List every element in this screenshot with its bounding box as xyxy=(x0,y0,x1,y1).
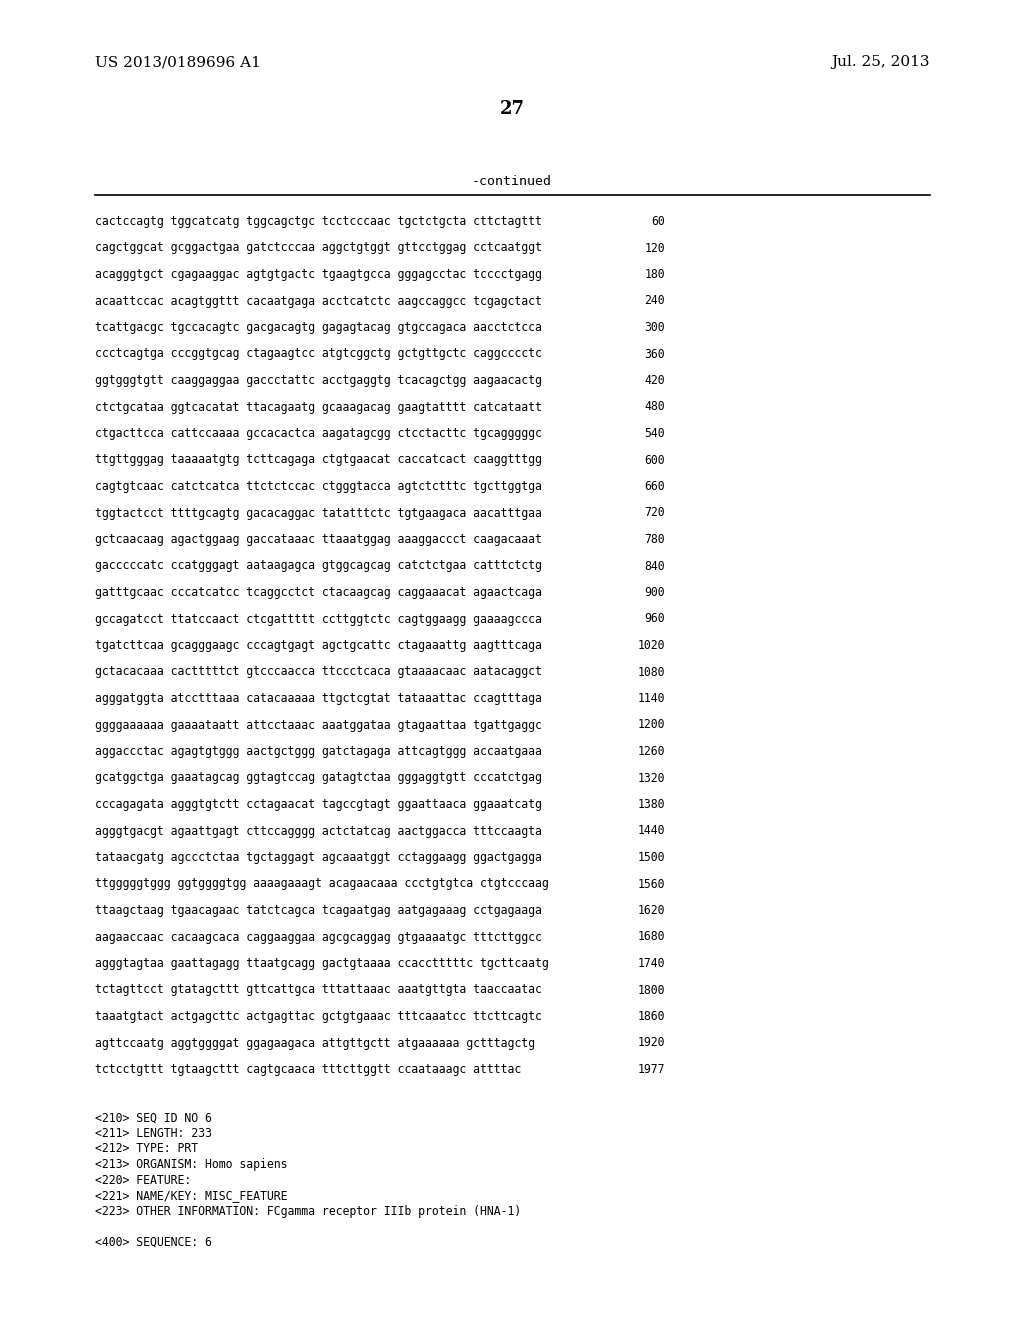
Text: aggaccctac agagtgtggg aactgctggg gatctagaga attcagtggg accaatgaaa: aggaccctac agagtgtggg aactgctggg gatctag… xyxy=(95,744,542,758)
Text: cccagagata agggtgtctt cctagaacat tagccgtagt ggaattaaca ggaaatcatg: cccagagata agggtgtctt cctagaacat tagccgt… xyxy=(95,799,542,810)
Text: 780: 780 xyxy=(644,533,665,546)
Text: <213> ORGANISM: Homo sapiens: <213> ORGANISM: Homo sapiens xyxy=(95,1158,288,1171)
Text: <210> SEQ ID NO 6: <210> SEQ ID NO 6 xyxy=(95,1111,212,1125)
Text: <211> LENGTH: 233: <211> LENGTH: 233 xyxy=(95,1127,212,1140)
Text: 600: 600 xyxy=(644,454,665,466)
Text: cagctggcat gcggactgaa gatctcccaa aggctgtggt gttcctggag cctcaatggt: cagctggcat gcggactgaa gatctcccaa aggctgt… xyxy=(95,242,542,255)
Text: 1200: 1200 xyxy=(638,718,665,731)
Text: <400> SEQUENCE: 6: <400> SEQUENCE: 6 xyxy=(95,1236,212,1249)
Text: 1260: 1260 xyxy=(638,744,665,758)
Text: US 2013/0189696 A1: US 2013/0189696 A1 xyxy=(95,55,261,69)
Text: cactccagtg tggcatcatg tggcagctgc tcctcccaac tgctctgcta cttctagttt: cactccagtg tggcatcatg tggcagctgc tcctccc… xyxy=(95,215,542,228)
Text: tcattgacgc tgccacagtc gacgacagtg gagagtacag gtgccagaca aacctctcca: tcattgacgc tgccacagtc gacgacagtg gagagta… xyxy=(95,321,542,334)
Text: 1860: 1860 xyxy=(638,1010,665,1023)
Text: 1080: 1080 xyxy=(638,665,665,678)
Text: taaatgtact actgagcttc actgagttac gctgtgaaac tttcaaatcc ttcttcagtc: taaatgtact actgagcttc actgagttac gctgtga… xyxy=(95,1010,542,1023)
Text: 300: 300 xyxy=(644,321,665,334)
Text: agggtagtaa gaattagagg ttaatgcagg gactgtaaaa ccacctttttc tgcttcaatg: agggtagtaa gaattagagg ttaatgcagg gactgta… xyxy=(95,957,549,970)
Text: ttgttgggag taaaaatgtg tcttcagaga ctgtgaacat caccatcact caaggtttgg: ttgttgggag taaaaatgtg tcttcagaga ctgtgaa… xyxy=(95,454,542,466)
Text: 1620: 1620 xyxy=(638,904,665,917)
Text: 1560: 1560 xyxy=(638,878,665,891)
Text: 720: 720 xyxy=(644,507,665,520)
Text: tataacgatg agccctctaa tgctaggagt agcaaatggt cctaggaagg ggactgagga: tataacgatg agccctctaa tgctaggagt agcaaat… xyxy=(95,851,542,865)
Text: 1440: 1440 xyxy=(638,825,665,837)
Text: ttaagctaag tgaacagaac tatctcagca tcagaatgag aatgagaaag cctgagaaga: ttaagctaag tgaacagaac tatctcagca tcagaat… xyxy=(95,904,542,917)
Text: 420: 420 xyxy=(644,374,665,387)
Text: 660: 660 xyxy=(644,480,665,492)
Text: 240: 240 xyxy=(644,294,665,308)
Text: 540: 540 xyxy=(644,426,665,440)
Text: acagggtgct cgagaaggac agtgtgactc tgaagtgcca gggagcctac tcccctgagg: acagggtgct cgagaaggac agtgtgactc tgaagtg… xyxy=(95,268,542,281)
Text: agggtgacgt agaattgagt cttccagggg actctatcag aactggacca tttccaagta: agggtgacgt agaattgagt cttccagggg actctat… xyxy=(95,825,542,837)
Text: gatttgcaac cccatcatcc tcaggcctct ctacaagcag caggaaacat agaactcaga: gatttgcaac cccatcatcc tcaggcctct ctacaag… xyxy=(95,586,542,599)
Text: 120: 120 xyxy=(644,242,665,255)
Text: agttccaatg aggtggggat ggagaagaca attgttgctt atgaaaaaa gctttagctg: agttccaatg aggtggggat ggagaagaca attgttg… xyxy=(95,1036,535,1049)
Text: 1680: 1680 xyxy=(638,931,665,944)
Text: ctgacttcca cattccaaaa gccacactca aagatagcgg ctcctacttc tgcagggggc: ctgacttcca cattccaaaa gccacactca aagatag… xyxy=(95,426,542,440)
Text: <220> FEATURE:: <220> FEATURE: xyxy=(95,1173,191,1187)
Text: gcatggctga gaaatagcag ggtagtccag gatagtctaa gggaggtgtt cccatctgag: gcatggctga gaaatagcag ggtagtccag gatagtc… xyxy=(95,771,542,784)
Text: 840: 840 xyxy=(644,560,665,573)
Text: gccagatcct ttatccaact ctcgattttt ccttggtctc cagtggaagg gaaaagccca: gccagatcct ttatccaact ctcgattttt ccttggt… xyxy=(95,612,542,626)
Text: gctcaacaag agactggaag gaccataaac ttaaatggag aaaggaccct caagacaaat: gctcaacaag agactggaag gaccataaac ttaaatg… xyxy=(95,533,542,546)
Text: tctagttcct gtatagcttt gttcattgca tttattaaac aaatgttgta taaccaatac: tctagttcct gtatagcttt gttcattgca tttatta… xyxy=(95,983,542,997)
Text: 1380: 1380 xyxy=(638,799,665,810)
Text: <212> TYPE: PRT: <212> TYPE: PRT xyxy=(95,1143,198,1155)
Text: cagtgtcaac catctcatca ttctctccac ctgggtacca agtctctttc tgcttggtga: cagtgtcaac catctcatca ttctctccac ctgggta… xyxy=(95,480,542,492)
Text: 1920: 1920 xyxy=(638,1036,665,1049)
Text: 1320: 1320 xyxy=(638,771,665,784)
Text: 1140: 1140 xyxy=(638,692,665,705)
Text: 1020: 1020 xyxy=(638,639,665,652)
Text: ctctgcataa ggtcacatat ttacagaatg gcaaagacag gaagtatttt catcataatt: ctctgcataa ggtcacatat ttacagaatg gcaaaga… xyxy=(95,400,542,413)
Text: ttgggggtggg ggtggggtgg aaaagaaagt acagaacaaa ccctgtgtca ctgtcccaag: ttgggggtggg ggtggggtgg aaaagaaagt acagaa… xyxy=(95,878,549,891)
Text: <223> OTHER INFORMATION: FCgamma receptor IIIb protein (HNA-1): <223> OTHER INFORMATION: FCgamma recepto… xyxy=(95,1204,521,1217)
Text: 1500: 1500 xyxy=(638,851,665,865)
Text: aagaaccaac cacaagcaca caggaaggaa agcgcaggag gtgaaaatgc tttcttggcc: aagaaccaac cacaagcaca caggaaggaa agcgcag… xyxy=(95,931,542,944)
Text: 960: 960 xyxy=(644,612,665,626)
Text: ggggaaaaaa gaaaataatt attcctaaac aaatggataa gtagaattaa tgattgaggc: ggggaaaaaa gaaaataatt attcctaaac aaatgga… xyxy=(95,718,542,731)
Text: -continued: -continued xyxy=(472,176,552,187)
Text: ccctcagtga cccggtgcag ctagaagtcc atgtcggctg gctgttgctc caggcccctc: ccctcagtga cccggtgcag ctagaagtcc atgtcgg… xyxy=(95,347,542,360)
Text: 1740: 1740 xyxy=(638,957,665,970)
Text: ggtgggtgtt caaggaggaa gaccctattc acctgaggtg tcacagctgg aagaacactg: ggtgggtgtt caaggaggaa gaccctattc acctgag… xyxy=(95,374,542,387)
Text: 27: 27 xyxy=(500,100,524,117)
Text: tctcctgttt tgtaagcttt cagtgcaaca tttcttggtt ccaataaagc attttac: tctcctgttt tgtaagcttt cagtgcaaca tttcttg… xyxy=(95,1063,521,1076)
Text: 480: 480 xyxy=(644,400,665,413)
Text: Jul. 25, 2013: Jul. 25, 2013 xyxy=(831,55,930,69)
Text: 900: 900 xyxy=(644,586,665,599)
Text: agggatggta atcctttaaa catacaaaaa ttgctcgtat tataaattac ccagtttaga: agggatggta atcctttaaa catacaaaaa ttgctcg… xyxy=(95,692,542,705)
Text: gctacacaaa cactttttct gtcccaacca ttccctcaca gtaaaacaac aatacaggct: gctacacaaa cactttttct gtcccaacca ttccctc… xyxy=(95,665,542,678)
Text: 180: 180 xyxy=(644,268,665,281)
Text: <221> NAME/KEY: MISC_FEATURE: <221> NAME/KEY: MISC_FEATURE xyxy=(95,1189,288,1203)
Text: tggtactcct ttttgcagtg gacacaggac tatatttctc tgtgaagaca aacatttgaa: tggtactcct ttttgcagtg gacacaggac tatattt… xyxy=(95,507,542,520)
Text: 60: 60 xyxy=(651,215,665,228)
Text: tgatcttcaa gcagggaagc cccagtgagt agctgcattc ctagaaattg aagtttcaga: tgatcttcaa gcagggaagc cccagtgagt agctgca… xyxy=(95,639,542,652)
Text: acaattccac acagtggttt cacaatgaga acctcatctc aagccaggcc tcgagctact: acaattccac acagtggttt cacaatgaga acctcat… xyxy=(95,294,542,308)
Text: 1800: 1800 xyxy=(638,983,665,997)
Text: 360: 360 xyxy=(644,347,665,360)
Text: gacccccatc ccatgggagt aataagagca gtggcagcag catctctgaa catttctctg: gacccccatc ccatgggagt aataagagca gtggcag… xyxy=(95,560,542,573)
Text: 1977: 1977 xyxy=(638,1063,665,1076)
